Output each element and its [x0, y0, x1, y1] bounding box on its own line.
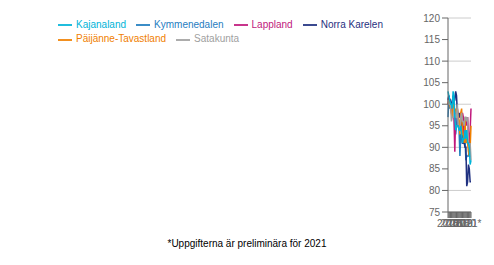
html-text:Satakunta: Satakunta [194, 33, 240, 45]
html-text:*Uppgifterna är preliminära fö: *Uppgifterna är preliminära för 2021 [167, 238, 327, 249]
html-text:Norra Karelen: Norra Karelen [320, 19, 383, 30]
svg-text:85: 85 [429, 163, 441, 174]
svg-text:120: 120 [423, 13, 440, 24]
svg-text:115: 115 [424, 34, 440, 45]
svg-text:105: 105 [423, 77, 440, 88]
svg-text:110: 110 [424, 56, 440, 67]
html-text:Lappland: Lappland [251, 19, 293, 30]
svg-text:80: 80 [429, 185, 441, 196]
svg-text:100: 100 [423, 99, 440, 110]
html-text:Kymmenedalen: Kymmenedalen [154, 19, 224, 30]
html-text:Päijänne-Tavastland: Päijänne-Tavastland [76, 33, 167, 45]
svg-text:2021*: 2021* [455, 218, 481, 229]
svg-text:90: 90 [429, 142, 441, 153]
svg-text:95: 95 [429, 120, 441, 131]
svg-text:75: 75 [429, 207, 441, 218]
html-text:Kajanaland: Kajanaland [76, 19, 126, 30]
